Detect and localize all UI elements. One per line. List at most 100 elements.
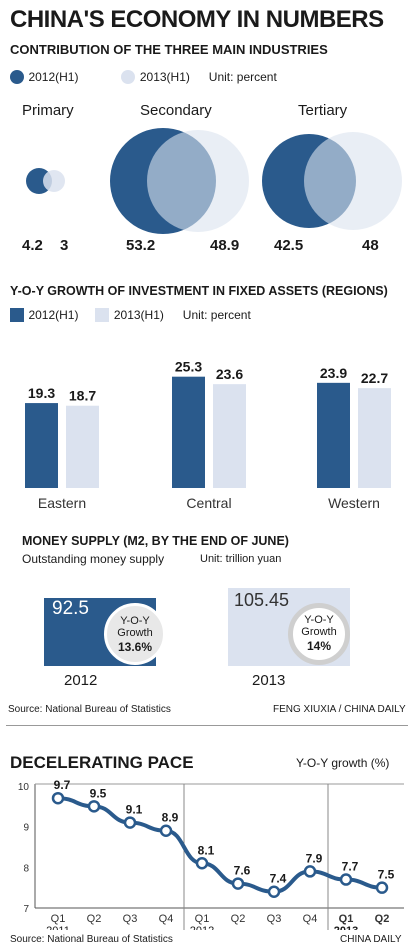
- x-tick-label: Q1: [51, 913, 66, 925]
- secondary-2012-value: 53.2: [126, 237, 156, 254]
- data-point: [159, 824, 173, 837]
- year-label: 2012: [190, 925, 214, 930]
- data-label: 8.9: [162, 811, 179, 825]
- bar-value-label: 23.9: [320, 365, 347, 381]
- tertiary-2012-value: 42.5: [274, 237, 304, 254]
- growth-2012-value: 13.6%: [117, 640, 153, 654]
- secondary-2013-circle: [147, 130, 249, 232]
- y-tick-label: 9: [23, 823, 29, 834]
- legend-2013-swatch: [121, 69, 136, 84]
- industry-name-primary: Primary: [22, 102, 74, 119]
- pace-section-title: DECELERATING PACE: [10, 753, 194, 772]
- secondary-2013-value: 48.9: [210, 237, 240, 254]
- x-tick-label: Q1: [195, 913, 210, 925]
- series-line: [57, 796, 383, 894]
- bar-eastern-2012: [25, 403, 58, 488]
- money-supply-subtitle: Outstanding money supply: [22, 552, 165, 566]
- bar-category-label: Eastern: [38, 495, 86, 511]
- data-label: 8.1: [198, 843, 215, 857]
- bar-central-2012: [172, 376, 205, 488]
- legend-2012-swatch: [10, 307, 24, 322]
- data-point: [303, 865, 317, 878]
- growth-2012-badge: Y-O-Y Growth 13.6%: [104, 603, 166, 665]
- x-tick-label: Q3: [123, 913, 138, 925]
- section-divider: [6, 725, 408, 726]
- growth-2013-label: Y-O-Y Growth: [301, 614, 337, 638]
- investment-bar-chart: 19.3 18.7 Eastern 25.3 23.6 Central 23.9 22.7 We…: [25, 359, 391, 511]
- year-label: 2011: [46, 925, 70, 930]
- pace-credit-note: CHINA DAILY: [340, 934, 402, 945]
- bar-category-label: Western: [328, 495, 380, 511]
- legend-2012-label: 2012(H1): [28, 307, 79, 322]
- data-point: [123, 816, 137, 829]
- legend-2012-label: 2012(H1): [28, 69, 79, 84]
- data-label: 9.5: [90, 786, 107, 800]
- x-tick-label: Q3: [267, 913, 282, 925]
- x-tick-label: Q1: [339, 913, 354, 925]
- bar-central-2013: [213, 384, 246, 488]
- primary-2013-circle: [43, 170, 65, 192]
- data-point: [267, 885, 281, 898]
- money-2013-value: 105.45: [234, 590, 290, 610]
- growth-2013-badge: Y-O-Y Growth 14%: [288, 603, 350, 665]
- legend-2013-label: 2013(H1): [113, 307, 164, 322]
- primary-2013-value: 3: [60, 237, 69, 254]
- growth-2012-label: Y-O-Y Growth: [117, 615, 153, 639]
- y-tick-label: 7: [23, 904, 29, 915]
- industry-name-tertiary: Tertiary: [298, 102, 348, 119]
- pace-source-note: Source: National Bureau of Statistics: [10, 934, 173, 945]
- contribution-circles: [26, 128, 402, 234]
- data-point: [87, 800, 101, 813]
- money-2012-year: 2012: [64, 672, 98, 689]
- bar-value-label: 22.7: [361, 370, 388, 386]
- data-label: 7.5: [378, 868, 395, 882]
- bar-category-label: Central: [186, 495, 231, 511]
- legend-2012-swatch: [10, 69, 24, 84]
- source-note: Source: National Bureau of Statistics: [8, 704, 171, 715]
- legend-2013-label: 2013(H1): [139, 69, 190, 84]
- money-2013-year: 2013: [252, 672, 286, 689]
- bar-western-2013: [358, 388, 391, 488]
- primary-2012-value: 4.2: [22, 237, 43, 254]
- bar-eastern-2013: [66, 405, 99, 488]
- contribution-legend: 2012(H1) 2013(H1) Unit: percent: [10, 68, 277, 86]
- page-title: CHINA'S ECONOMY IN NUMBERS: [10, 6, 384, 33]
- year-label: 2013: [334, 925, 358, 930]
- bar-value-label: 19.3: [28, 385, 55, 401]
- data-label: 9.7: [54, 778, 71, 792]
- data-point: [339, 873, 353, 886]
- unit-label: Unit: percent: [208, 69, 277, 84]
- bar-value-label: 23.6: [216, 366, 243, 382]
- data-point: [195, 857, 209, 870]
- tertiary-2013-value: 48: [362, 237, 379, 254]
- x-tick-label: Q2: [87, 913, 102, 925]
- unit-label: Unit: percent: [182, 307, 251, 322]
- pace-line-chart: 7 8 9 10 9.7 9.5 9.1 8.9 8.1 7.6 7.4 7.9 7.7 7.5 Q1 Q2 Q…: [18, 778, 404, 930]
- x-tick-label: Q4: [159, 913, 174, 925]
- contribution-section-title: CONTRIBUTION OF THE THREE MAIN INDUSTRIE…: [10, 42, 328, 57]
- data-label: 7.9: [306, 851, 323, 865]
- x-tick-label: Q2: [375, 913, 390, 925]
- bar-value-label: 25.3: [175, 359, 202, 375]
- data-label: 7.7: [342, 860, 359, 874]
- credit-note: FENG XIUXIA / CHINA DAILY: [273, 704, 406, 715]
- data-label: 9.1: [126, 803, 143, 817]
- x-tick-label: Q4: [303, 913, 318, 925]
- data-point: [51, 791, 65, 805]
- bar-western-2012: [317, 382, 350, 488]
- data-label: 7.6: [234, 864, 251, 878]
- pace-ylabel: Y-O-Y growth (%): [296, 756, 390, 770]
- x-tick-label: Q2: [231, 913, 246, 925]
- y-tick-label: 10: [18, 782, 30, 793]
- money-2012-value: 92.5: [52, 598, 89, 619]
- bar-value-label: 18.7: [69, 388, 96, 404]
- growth-2013-value: 14%: [306, 639, 332, 653]
- tertiary-2013-circle: [304, 132, 402, 230]
- data-label: 7.4: [270, 872, 287, 886]
- money-supply-unit: Unit: trillion yuan: [200, 553, 282, 565]
- data-point: [375, 881, 389, 894]
- money-supply-title: MONEY SUPPLY (M2, BY THE END OF JUNE): [22, 534, 289, 548]
- investment-legend: 2012(H1) 2013(H1) Unit: percent: [10, 306, 251, 324]
- legend-2013-swatch: [95, 307, 110, 322]
- data-point: [231, 877, 245, 890]
